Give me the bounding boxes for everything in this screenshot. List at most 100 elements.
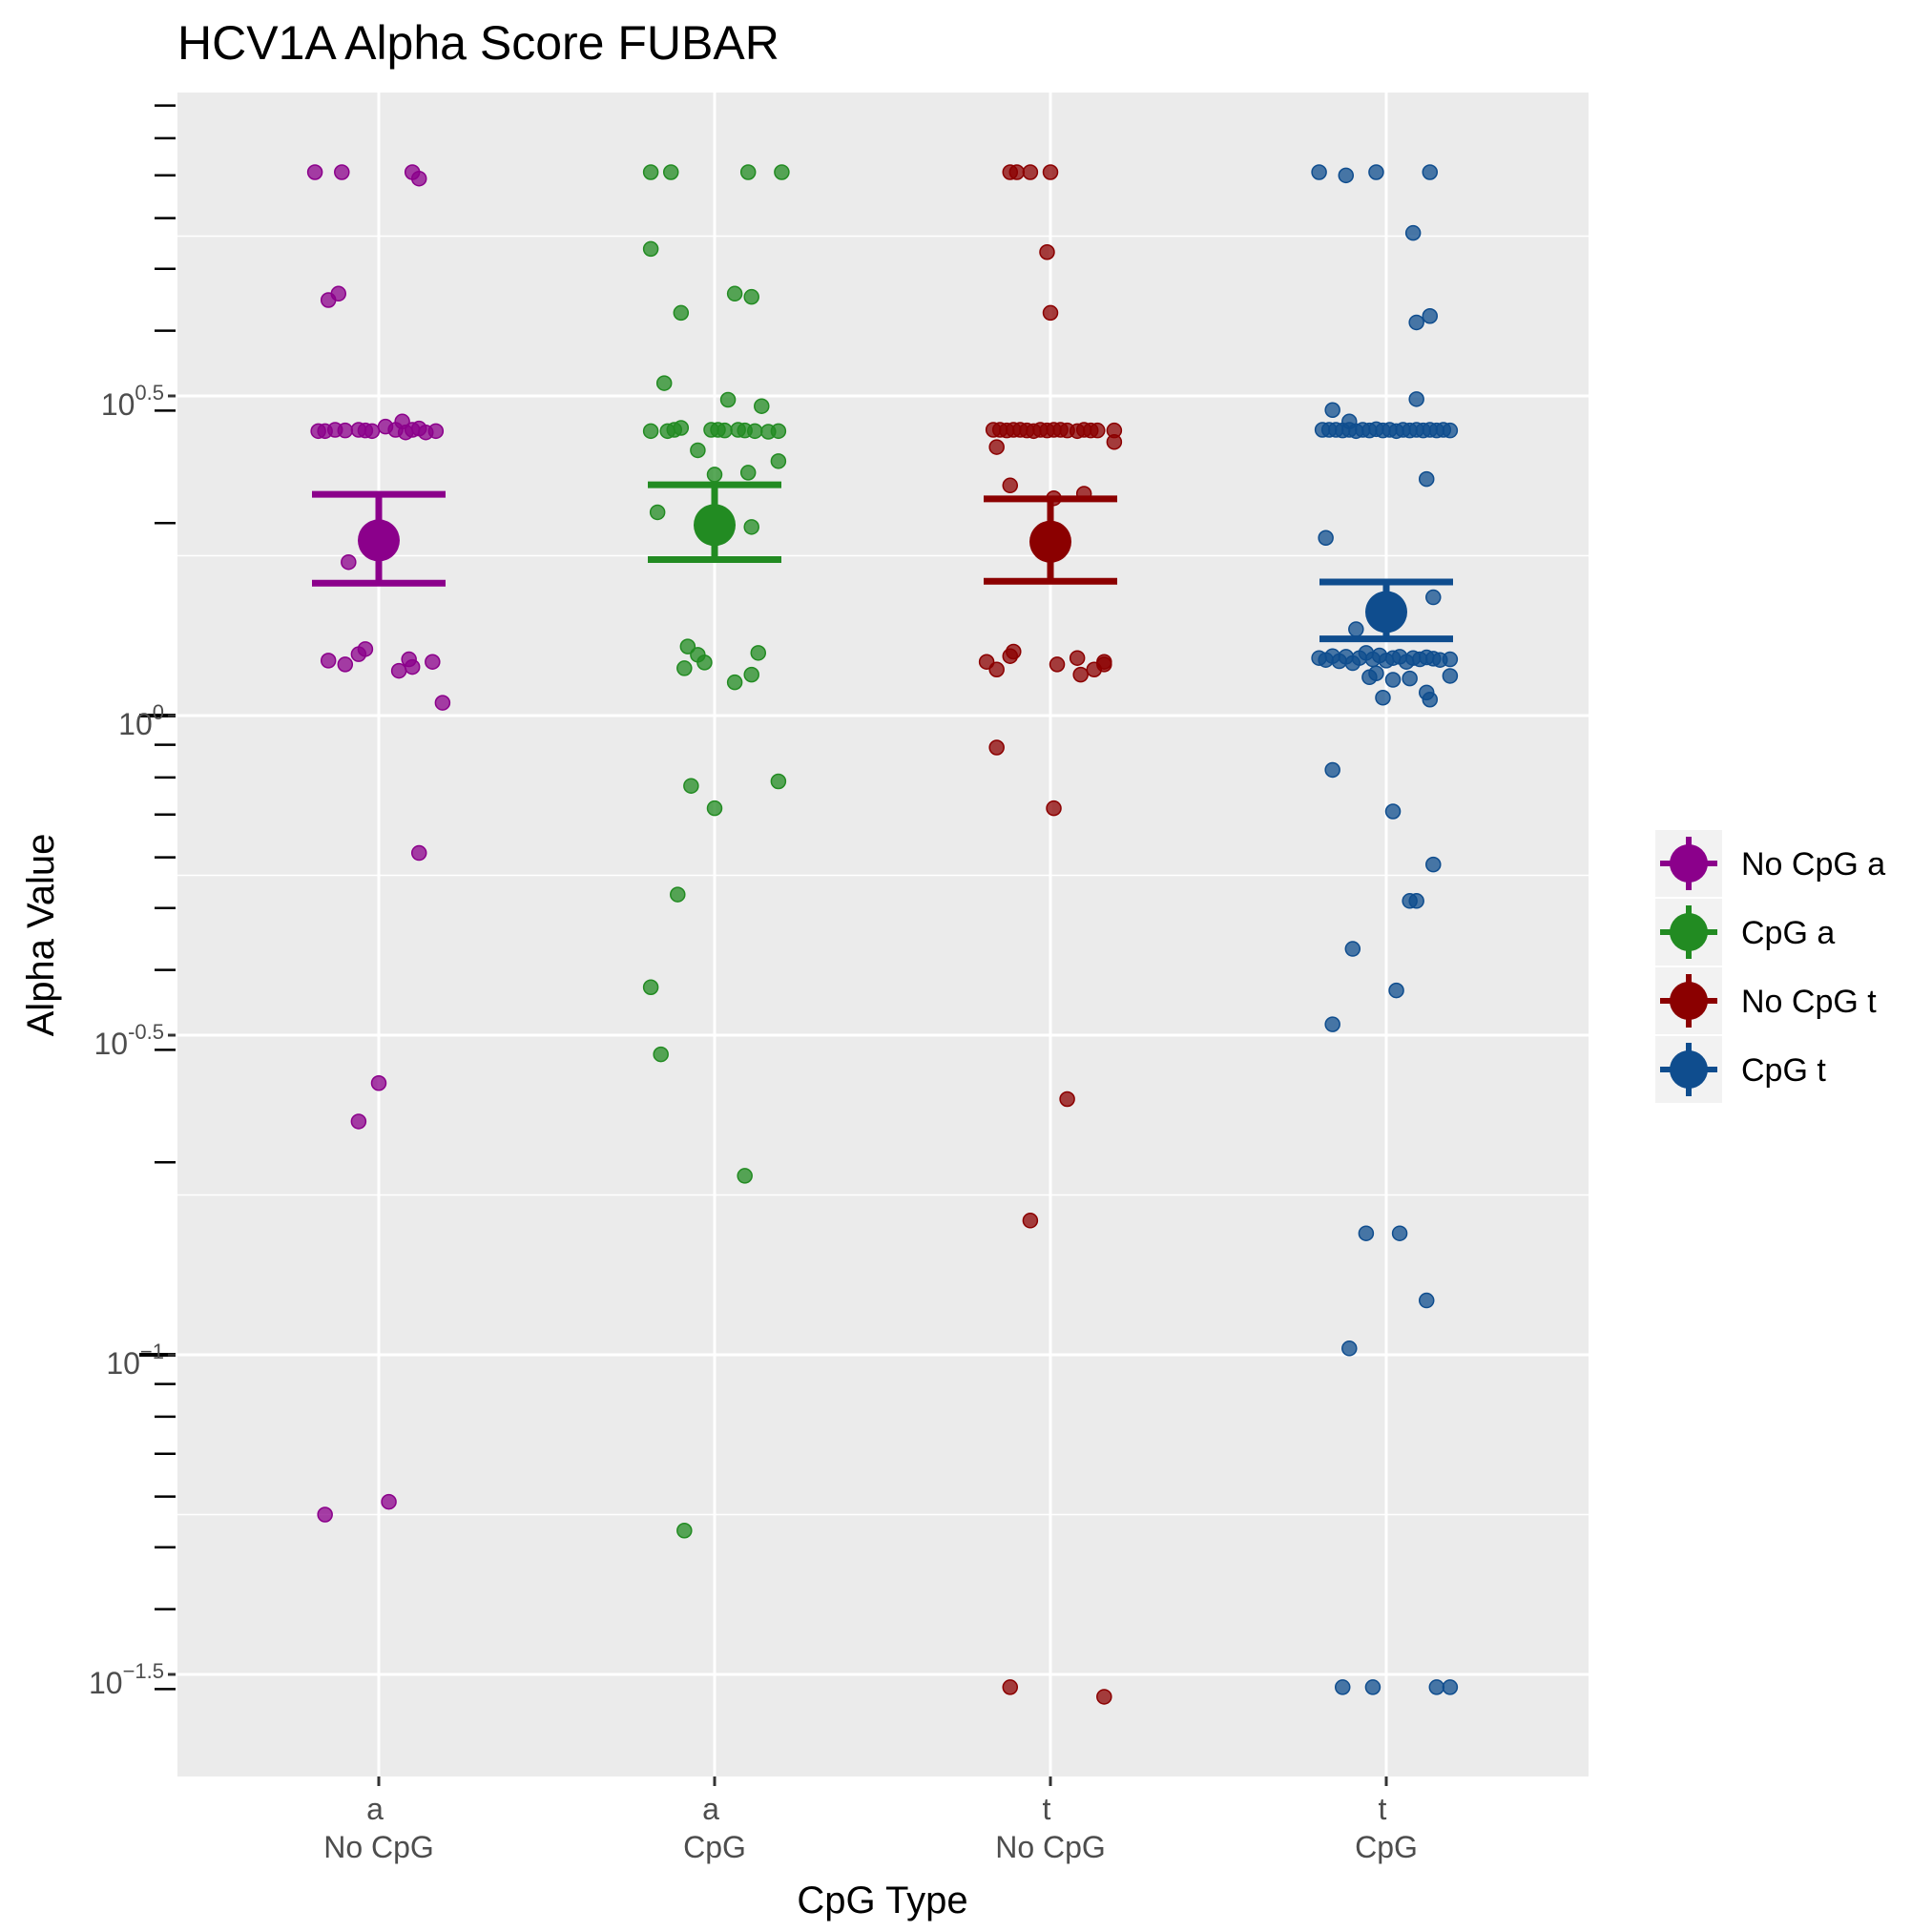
plot-panel [177,93,1589,1776]
data-point [706,800,723,817]
y-tick-label: 100.5 [101,381,164,422]
data-point [1375,689,1391,706]
data-points [306,164,1459,1705]
x-tick-label-top: a [702,1792,719,1826]
data-point [1090,422,1106,439]
data-point [770,773,787,790]
data-point [739,465,757,481]
data-point [357,641,374,657]
mean-marker [358,519,400,562]
x-tick-label-bottom: CpG [683,1830,746,1864]
data-point [320,653,337,669]
data-point [670,886,686,903]
data-point [1008,164,1026,180]
x-tick-label-top: t [1379,1792,1387,1826]
data-point [1384,803,1402,820]
data-point [1334,1679,1351,1695]
data-point [1338,167,1355,184]
data-point [1046,800,1062,817]
data-point [673,420,690,436]
data-point [988,661,1005,678]
data-point [1428,1679,1445,1695]
data-point [1318,530,1334,546]
data-point [706,467,723,483]
data-point [1408,893,1424,909]
data-point [1425,589,1442,606]
data-point [696,654,713,671]
data-point [642,979,659,995]
x-tick-label-top: t [1043,1792,1051,1826]
data-point [1341,1340,1358,1357]
data-point [743,519,759,535]
data-point [1049,656,1066,673]
data-point [1002,477,1019,494]
data-point [1422,164,1439,180]
data-point [746,423,763,440]
data-point [743,666,759,683]
data-point [334,164,350,180]
data-point [1442,1679,1459,1695]
summary-markers [312,481,1453,643]
data-point [337,656,354,673]
data-point [425,654,441,670]
data-point [364,423,381,440]
data-point [1422,692,1439,708]
data-point [1022,1213,1039,1229]
legend-key-marker [1670,913,1708,951]
data-point [1442,668,1459,684]
legend: No CpG a CpG a No CpG t CpG t [1655,830,1885,1103]
data-point [1442,651,1459,668]
data-point [1069,650,1086,666]
data-point [1039,244,1055,260]
data-point [1368,665,1384,682]
data-point [404,658,421,675]
data-point [673,304,690,322]
data-point [1368,164,1384,180]
data-point [726,674,743,691]
data-point [1072,666,1089,683]
data-point [1059,1091,1075,1108]
data-point [1002,1679,1019,1695]
data-point [655,375,673,391]
data-point [770,423,787,440]
y-tick-label: 10−1 [106,1340,164,1381]
data-point [1311,164,1327,180]
data-point [1096,1689,1112,1705]
data-point [1042,304,1059,322]
data-point [1425,856,1442,873]
data-point [1408,314,1424,331]
data-point [754,398,770,414]
data-point [1391,1225,1408,1241]
data-point [739,164,757,180]
data-point [743,288,759,305]
x-tick-label-bottom: No CpG [323,1830,434,1864]
data-point [434,695,451,711]
data-point [1006,643,1022,660]
data-point [750,645,767,661]
data-point [1364,1679,1381,1695]
x-tick-label-top: a [366,1792,384,1826]
data-point [988,739,1005,756]
data-point [1324,1016,1340,1032]
data-point [337,422,354,439]
data-point [1358,1225,1375,1241]
data-point [662,164,679,180]
legend-key-marker [1670,844,1708,883]
data-point [1096,656,1112,673]
data-point [1106,433,1123,450]
data-point [690,442,706,459]
mean-marker [694,504,736,547]
data-point [1404,224,1422,241]
data-point [683,778,699,794]
data-point [1042,164,1059,180]
axis-ticks: 100.5 100 10-0.5 10−1 10−1.5 [89,104,176,1700]
mean-marker [1029,520,1071,563]
data-point [988,439,1005,455]
data-point [653,1046,669,1063]
data-point [317,1506,333,1523]
x-axis-title: CpG Type [797,1880,967,1922]
data-point [1408,391,1424,407]
data-point [719,391,737,408]
data-point [1324,761,1340,779]
